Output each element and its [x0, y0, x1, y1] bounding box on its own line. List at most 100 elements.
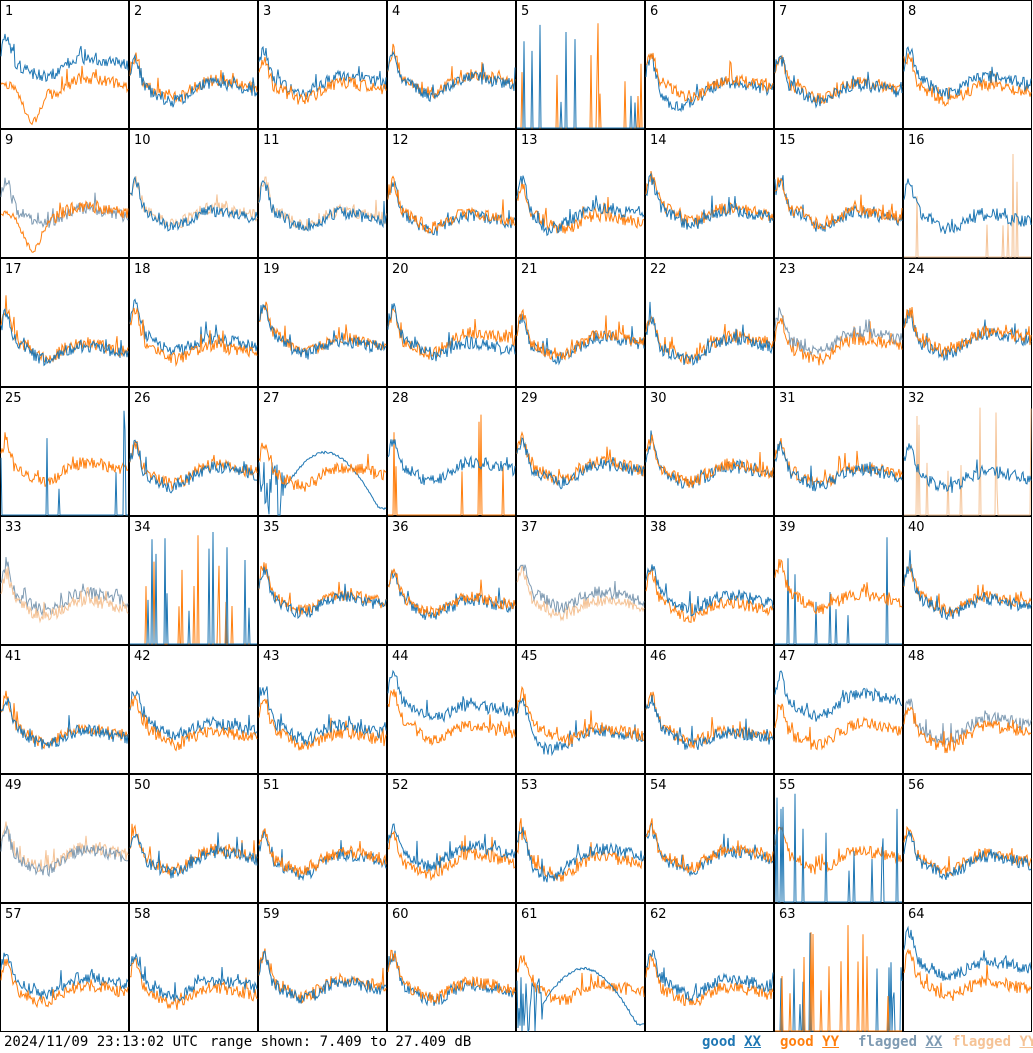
panel-label: 46 — [650, 649, 667, 664]
series-xx-panel-22 — [645, 301, 774, 366]
panel-label: 61 — [521, 907, 538, 922]
panel-frame — [774, 0, 903, 129]
panel-frame — [387, 774, 516, 903]
panel-label: 28 — [392, 391, 409, 406]
panel-label: 4 — [392, 4, 400, 19]
panel-frame — [516, 774, 645, 903]
panel-21: 21 — [516, 258, 645, 387]
series-yy-panel-21 — [516, 308, 645, 361]
panel-label: 21 — [521, 262, 538, 277]
series-xx-panel-42 — [129, 689, 258, 741]
panel-label: 47 — [779, 649, 796, 664]
panel-frame — [0, 516, 129, 645]
panel-label: 1 — [5, 4, 13, 19]
panel-label: 2 — [134, 4, 142, 19]
series-yy-panel-40 — [903, 563, 1032, 617]
panel-label: 16 — [908, 133, 925, 148]
panel-label: 58 — [134, 907, 151, 922]
series-xx-panel-64 — [903, 925, 1032, 981]
panel-label: 15 — [779, 133, 796, 148]
series-yy-panel-10 — [129, 175, 258, 229]
series-xx-panel-28 — [387, 439, 516, 486]
series-xx-panel-26 — [129, 439, 258, 494]
panel-frame — [903, 0, 1032, 129]
panel-label: 30 — [650, 391, 667, 406]
panel-26: 26 — [129, 387, 258, 516]
panel-label: 8 — [908, 4, 916, 19]
panel-label: 27 — [263, 391, 280, 406]
panel-33: 33 — [0, 516, 129, 645]
panel-label: 31 — [779, 391, 796, 406]
series-yy-panel-54 — [645, 818, 774, 874]
panel-label: 43 — [263, 649, 280, 664]
panel-frame — [0, 387, 129, 516]
series-yy-panel-23 — [774, 315, 903, 366]
panel-label: 26 — [134, 391, 151, 406]
panel-label: 42 — [134, 649, 151, 664]
panel-38: 38 — [645, 516, 774, 645]
panel-9: 9 — [0, 129, 129, 258]
panel-frame — [774, 903, 903, 1032]
legend-flagged-xx: flagged XX — [858, 1034, 942, 1050]
panel-55: 55 — [774, 774, 903, 903]
panel-frame — [129, 903, 258, 1032]
panel-63: 63 — [774, 903, 903, 1032]
panel-frame — [903, 774, 1032, 903]
series-yy-panel-27 — [258, 442, 387, 492]
panel-43: 43 — [258, 645, 387, 774]
panel-label: 38 — [650, 520, 667, 535]
panel-label: 35 — [263, 520, 280, 535]
series-xx-panel-29 — [516, 437, 645, 490]
panel-label: 7 — [779, 4, 787, 19]
panel-frame — [129, 129, 258, 258]
panel-28: 28 — [387, 387, 516, 516]
panel-32: 32 — [903, 387, 1032, 516]
panel-42: 42 — [129, 645, 258, 774]
panel-frame — [903, 645, 1032, 774]
series-xx-panel-48 — [903, 698, 1032, 747]
panel-label: 59 — [263, 907, 280, 922]
series-xx-panel-15 — [774, 175, 903, 232]
series-xx-panel-2 — [129, 53, 258, 108]
panel-frame — [516, 387, 645, 516]
series-xx-panel-46 — [645, 694, 774, 751]
series-xx-panel-10 — [129, 175, 258, 232]
panel-frame — [0, 645, 129, 774]
panel-label: 3 — [263, 4, 271, 19]
panel-39: 39 — [774, 516, 903, 645]
series-xx-panel-60 — [387, 950, 516, 1007]
series-xx-panel-39 — [775, 537, 902, 645]
panel-48: 48 — [903, 645, 1032, 774]
panel-frame — [516, 129, 645, 258]
panel-3: 3 — [258, 0, 387, 129]
series-yy-panel-6 — [645, 52, 774, 103]
panel-frame — [645, 645, 774, 774]
series-xx-panel-58 — [129, 952, 258, 1002]
series-xx-panel-24 — [903, 309, 1032, 362]
series-yy-panel-37 — [516, 565, 645, 622]
series-yy-panel-16 — [904, 153, 1031, 258]
legend-good-yy: good YY — [780, 1034, 839, 1050]
panel-12: 12 — [387, 129, 516, 258]
panel-10: 10 — [129, 129, 258, 258]
series-yy-panel-57 — [0, 958, 129, 1009]
panel-25: 25 — [0, 387, 129, 516]
series-xx-panel-34 — [130, 531, 257, 645]
panel-label: 24 — [908, 262, 925, 277]
panel-57: 57 — [0, 903, 129, 1032]
panel-frame — [258, 903, 387, 1032]
series-xx-panel-44 — [387, 669, 516, 723]
panel-frame — [516, 645, 645, 774]
legend-good-xx-pol: XX — [744, 1034, 762, 1050]
panel-frame — [129, 645, 258, 774]
panel-frame — [645, 0, 774, 129]
panel-label: 62 — [650, 907, 667, 922]
panel-frame — [774, 645, 903, 774]
series-yy-panel-1 — [0, 65, 129, 126]
panel-8: 8 — [903, 0, 1032, 129]
series-xx-panel-13 — [516, 175, 645, 237]
series-yy-panel-24 — [903, 307, 1032, 359]
series-yy-panel-56 — [903, 825, 1032, 877]
panel-50: 50 — [129, 774, 258, 903]
panel-frame — [387, 903, 516, 1032]
